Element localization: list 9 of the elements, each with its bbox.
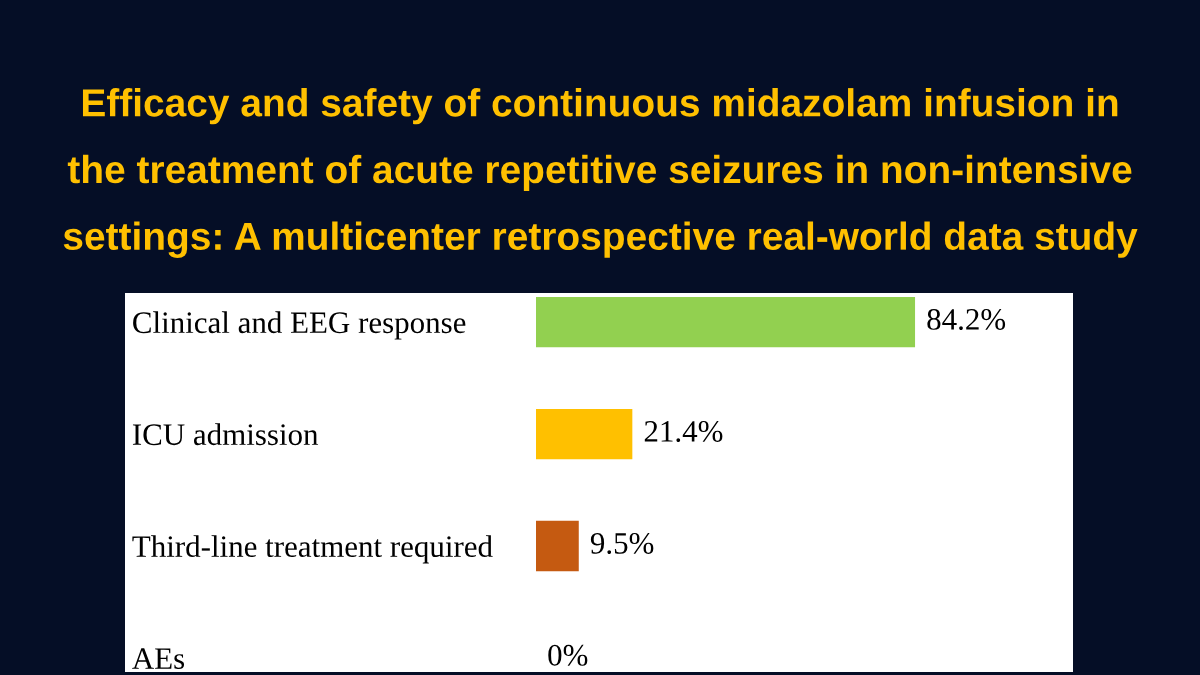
y-tick-label: Clinical and EEG response — [133, 311, 466, 340]
data-label: 21.4% — [644, 420, 723, 442]
chart-title: Efficacy and safety of continuous midazolam infusion in the treatment of acute repetitive seizures in non-intensive settings: A multicenter retrospective real-world data study — [63, 88, 1138, 258]
y-tick-label: AEs — [132, 648, 185, 670]
data-label: 0% — [548, 644, 588, 666]
data-label: 9.5% — [590, 532, 654, 554]
y-tick-label: Third-line treatment required — [132, 535, 493, 564]
y-tick-label: ICU admission — [132, 423, 319, 446]
data-label: 84.2% — [927, 308, 1006, 330]
